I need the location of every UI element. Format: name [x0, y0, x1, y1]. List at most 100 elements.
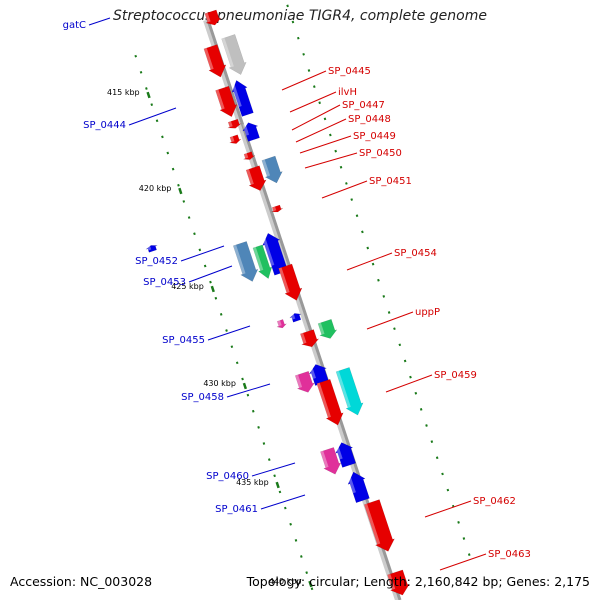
guide-tick-right: [302, 52, 305, 56]
gene-arrow: [227, 118, 242, 129]
guide-tick-left: [257, 426, 260, 429]
guide-tick-left: [310, 587, 314, 591]
leader-line: [251, 462, 296, 477]
guide-tick-left: [209, 280, 212, 284]
guide-tick-right: [371, 262, 375, 266]
kbp-tick: [178, 187, 183, 195]
gene-arrow: [294, 370, 316, 393]
gene-arrow: [346, 471, 370, 504]
leader-line: [188, 265, 233, 283]
gene-arrow: [271, 204, 284, 213]
guide-tick-left: [267, 458, 271, 462]
gene-arrow: [242, 122, 260, 142]
gene-label-gatc: gatC: [63, 20, 86, 31]
leader-line: [88, 17, 111, 26]
genome-summary-text: Topology: circular; Length: 2,160,842 bp…: [246, 574, 590, 589]
leader-line: [180, 245, 225, 262]
guide-tick-left: [187, 216, 191, 219]
guide-tick-left: [198, 248, 202, 252]
guide-tick-right: [441, 472, 444, 476]
kbp-tick: [146, 91, 151, 99]
guide-tick-right: [313, 85, 316, 88]
leader-line: [128, 107, 177, 126]
guide-tick-right: [350, 198, 354, 201]
guide-tick-left: [219, 313, 223, 316]
gene-arrow: [275, 319, 288, 329]
kbp-tick: [275, 481, 280, 489]
guide-tick-left: [214, 296, 218, 300]
guide-tick-left: [241, 377, 244, 381]
guide-tick-right: [366, 246, 370, 250]
guide-tick-right: [355, 214, 359, 218]
gene-label-sp_0454: SP_0454: [394, 248, 437, 259]
guide-tick-right: [430, 440, 434, 444]
guide-tick-right: [296, 36, 300, 40]
guide-tick-left: [177, 183, 180, 187]
gene-label-sp_0444: SP_0444: [83, 120, 126, 131]
gene-arrow: [316, 378, 344, 426]
guide-tick-left: [273, 474, 276, 478]
guide-tick-left: [230, 345, 234, 349]
guide-tick-left: [150, 103, 154, 106]
kbp-tick: [242, 382, 248, 390]
guide-tick-left: [161, 135, 164, 139]
kbp-tick-label: 420 kbp: [139, 184, 172, 193]
gene-label-sp_0448: SP_0448: [348, 114, 391, 125]
guide-tick-left: [203, 264, 207, 268]
guide-tick-right: [462, 537, 466, 540]
guide-tick-right: [318, 101, 321, 105]
guide-tick-right: [409, 375, 412, 379]
gene-arrow: [145, 245, 158, 253]
guide-tick-left: [193, 232, 196, 236]
gene-arrow: [308, 364, 329, 386]
guide-tick-left: [278, 490, 282, 494]
guide-tick-right: [329, 133, 332, 137]
leader-line: [385, 374, 433, 393]
guide-tick-left: [305, 571, 308, 574]
gene-label-sp_0463: SP_0463: [488, 549, 531, 560]
gene-label-sp_0459: SP_0459: [434, 370, 477, 381]
guide-tick-left: [145, 87, 148, 90]
guide-tick-left: [225, 329, 228, 332]
guide-tick-left: [300, 555, 303, 558]
gene-arrow: [245, 165, 267, 191]
guide-tick-right: [435, 456, 439, 460]
backbone-shadow: [203, 19, 401, 600]
leader-line: [424, 500, 472, 518]
kbp-tick-label: 435 kbp: [236, 478, 269, 487]
gene-label-sp_0450: SP_0450: [359, 148, 402, 159]
leader-line: [295, 118, 347, 143]
gene-label-sp_0461: SP_0461: [215, 504, 258, 515]
guide-tick-right: [446, 488, 450, 492]
gene-arrow: [230, 80, 254, 117]
guide-tick-right: [393, 327, 396, 331]
guide-tick-left: [289, 522, 292, 526]
gene-label-uppp: uppP: [415, 307, 440, 318]
kbp-tick-label: 425 kbp: [171, 282, 204, 291]
gene-arrow: [317, 318, 338, 339]
kbp-tick: [210, 285, 215, 293]
gene-label-sp_0458: SP_0458: [181, 392, 224, 403]
guide-tick-right: [334, 149, 337, 153]
guide-tick-right: [377, 278, 380, 282]
guide-tick-left: [284, 506, 287, 510]
gene-arrow: [335, 367, 364, 416]
gene-arrow: [229, 134, 242, 144]
leader-line: [207, 325, 251, 341]
guide-tick-right: [361, 230, 364, 234]
guide-tick-right: [345, 182, 348, 185]
leader-line: [226, 383, 271, 398]
gene-label-sp_0462: SP_0462: [473, 496, 516, 507]
gene-label-sp_0449: SP_0449: [353, 131, 396, 142]
guide-tick-left: [246, 393, 250, 397]
guide-tick-right: [398, 343, 402, 347]
guide-tick-left: [166, 151, 170, 155]
guide-tick-right: [382, 295, 386, 298]
guide-tick-right: [419, 408, 423, 411]
gene-arrow: [221, 34, 247, 75]
gene-arrow: [243, 151, 256, 160]
leader-line: [299, 135, 352, 154]
gene-arrow: [299, 329, 320, 348]
